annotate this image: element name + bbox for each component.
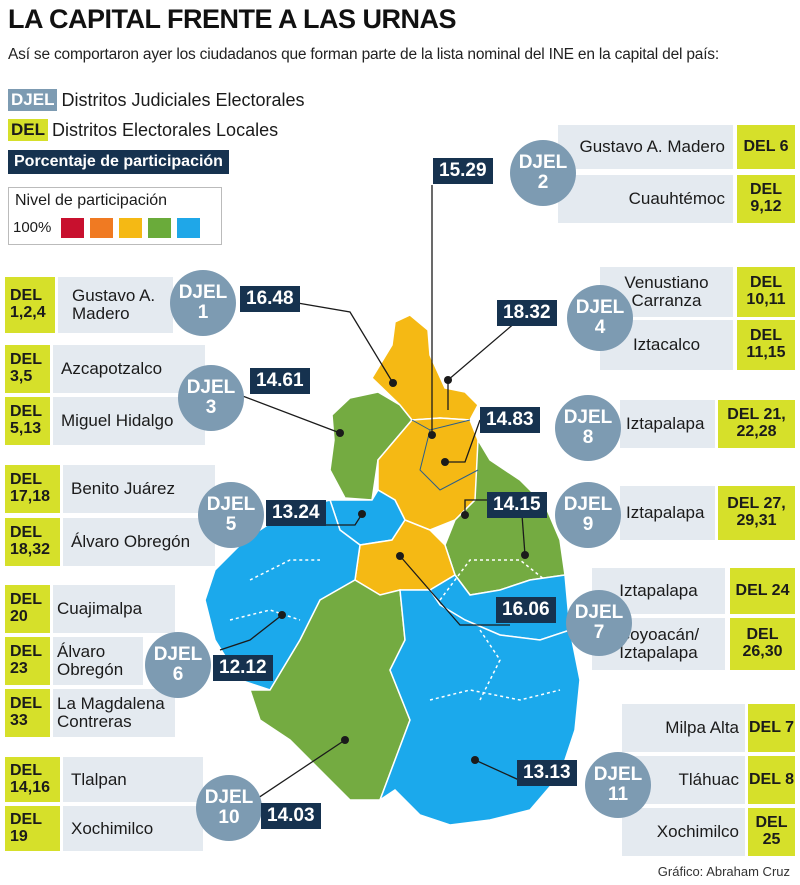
djel-2-circle: DJEL 2 [510,140,576,206]
label-d3a-name: Azcapotzalco [53,345,205,393]
label-d9-del: DEL 27, 29,31 [718,486,795,540]
label-d4a-del: DEL 10,11 [737,267,795,317]
label-d4b-del: DEL 11,15 [737,320,795,370]
label-d10a-name: Tlalpan [63,757,203,802]
pct-djel-4: 18.32 [497,300,557,326]
label-d10a-del: DEL 14,16 [5,757,60,802]
swatch-blue [177,218,200,238]
pct-djel-11: 13.13 [517,760,577,786]
map-region-djel2 [377,417,491,531]
label-d1-name: Gustavo A. Madero [58,277,173,333]
label-d5a-name: Benito Juárez [63,465,215,513]
nivel-pct: 100% [13,219,52,236]
label-d2b-name: Cuauhtémoc [558,175,733,223]
label-d10b-del: DEL 19 [5,806,60,851]
label-d8-del: DEL 21, 22,28 [718,400,795,448]
djel-4-circle: DJEL 4 [567,285,633,351]
djel-10-circle: DJEL 10 [196,775,262,841]
pct-djel-5: 13.24 [266,500,326,526]
legend-djel-tag: DJEL [8,89,58,111]
label-d9-name: Iztapalapa [620,486,715,540]
djel-1-circle: DJEL 1 [170,270,236,336]
djel-9-circle: DJEL 9 [555,482,621,548]
label-d5a-del: DEL 17,18 [5,465,60,513]
label-d2a-del: DEL 6 [737,125,795,169]
label-d6b-del: DEL 23 [5,637,50,685]
pct-djel-3: 14.61 [250,368,310,394]
label-d10b-name: Xochimilco [63,806,203,851]
pct-djel-8: 14.83 [480,407,540,433]
pct-djel-2: 15.29 [433,158,493,184]
label-d7a-name: Iztapalapa [592,568,725,614]
pct-djel-7: 16.06 [496,597,556,623]
label-d1-del: DEL 1,2,4 [5,277,55,333]
legend-del-text: Distritos Electorales Locales [52,119,279,140]
swatch-yellow [119,218,142,238]
label-d6c-del: DEL 33 [5,689,50,737]
pct-djel-1: 16.48 [240,286,300,312]
swatch-orange [90,218,113,238]
swatch-red [61,218,84,238]
legend-djel-text: Distritos Judiciales Electorales [61,89,305,110]
page-title: LA CAPITAL FRENTE A LAS URNAS [8,4,457,34]
credit: Gráfico: Abraham Cruz [657,864,790,879]
swatch-green [148,218,171,238]
label-d6a-name: Cuajimalpa [53,585,175,633]
label-d7b-del: DEL 26,30 [730,618,795,670]
djel-6-circle: DJEL 6 [145,632,211,698]
label-d11a-del: DEL 7 [748,704,795,752]
label-d5b-del: DEL 18,32 [5,518,60,566]
label-d11b-del: DEL 8 [748,756,795,804]
label-d2b-del: DEL 9,12 [737,175,795,223]
subtitle: Así se comportaron ayer los ciudadanos q… [8,46,719,63]
label-d3a-del: DEL 3,5 [5,345,50,393]
djel-7-circle: DJEL 7 [566,590,632,656]
legend-del-tag: DEL [8,119,48,141]
djel-3-circle: DJEL 3 [178,365,244,431]
djel-8-circle: DJEL 8 [555,395,621,461]
label-d5b-name: Álvaro Obregón [63,518,215,566]
label-d11a-name: Milpa Alta [622,704,745,752]
participation-level-legend: Nivel de participación 100% [8,187,222,245]
nivel-title: Nivel de participación [15,192,168,209]
pct-djel-10: 14.03 [261,803,321,829]
legend-del: DEL Distritos Electorales Locales [8,119,278,141]
legend-djel: DJEL Distritos Judiciales Electorales [8,89,305,111]
legend-pct-label: Porcentaje de participación [8,150,229,174]
pct-djel-9: 14.15 [487,492,547,518]
label-d11c-del: DEL 25 [748,808,795,856]
label-d8-name: Iztapalapa [620,400,715,448]
legend-pct: Porcentaje de participación [8,150,229,174]
label-d7b-name: Coyoacán/ Iztapalapa [592,618,725,670]
label-d3b-del: DEL 5,13 [5,397,50,445]
pct-djel-6: 12.12 [213,655,273,681]
label-d6a-del: DEL 20 [5,585,50,633]
label-d2a-name: Gustavo A. Madero [558,125,733,169]
djel-5-circle: DJEL 5 [198,482,264,548]
label-d6c-name: La Magdalena Contreras [53,689,175,737]
label-d11c-name: Xochimilco [622,808,745,856]
label-d7a-del: DEL 24 [730,568,795,614]
label-d6b-name: Álvaro Obregón [53,637,143,685]
djel-11-circle: DJEL 11 [585,752,651,818]
